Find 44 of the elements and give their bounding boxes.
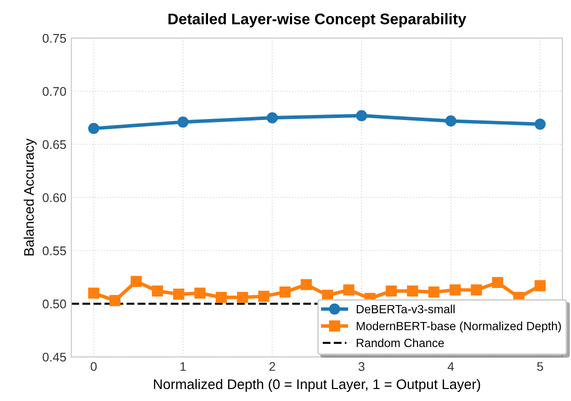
point — [445, 115, 456, 127]
y-tick-label: 0.65 — [42, 140, 66, 150]
y-axis-title: Balanced Accuracy — [24, 138, 37, 256]
point — [236, 292, 248, 303]
point — [386, 285, 397, 297]
point — [88, 122, 100, 134]
y-tick-label: 0.45 — [42, 352, 66, 362]
y-tick-label: 0.50 — [42, 300, 66, 308]
point — [470, 284, 482, 296]
y-tick-label: 0.55 — [42, 246, 66, 256]
legend-label: DeBERTa-v3-small — [356, 304, 455, 314]
point — [356, 110, 368, 122]
point — [258, 290, 270, 302]
x-tick-label: 2 — [269, 362, 276, 371]
y-tick-label: 0.60 — [42, 193, 66, 202]
point — [177, 116, 189, 128]
point — [406, 285, 418, 297]
x-tick-label: 4 — [448, 362, 454, 371]
point — [300, 279, 312, 290]
point — [343, 284, 354, 296]
point — [279, 286, 291, 298]
point — [194, 288, 206, 299]
point — [534, 118, 546, 130]
x-tick-label: 3 — [358, 362, 364, 371]
point — [450, 284, 461, 296]
point — [88, 288, 100, 299]
point — [266, 112, 278, 124]
x-axis-title: Normalized Depth (0 = Input Layer, 1 = Output Layer) — [154, 378, 480, 392]
point — [173, 288, 184, 300]
point — [130, 276, 142, 287]
y-tick-label: 0.70 — [42, 87, 66, 96]
chart-title: Detailed Layer-wise Concept Separability — [168, 13, 466, 28]
y-tick-label: 0.75 — [42, 34, 66, 43]
x-tick-label: 0 — [90, 362, 97, 371]
point — [534, 280, 546, 292]
point — [216, 292, 227, 303]
point — [152, 285, 163, 297]
legend-label: ModernBERT-base (Normalized Depth) — [356, 322, 561, 333]
legend-label: Random Chance — [356, 338, 444, 348]
point — [109, 295, 120, 306]
x-tick-label: 1 — [180, 362, 186, 371]
x-tick-label: 5 — [537, 362, 544, 371]
point — [492, 276, 504, 288]
point — [428, 286, 440, 298]
